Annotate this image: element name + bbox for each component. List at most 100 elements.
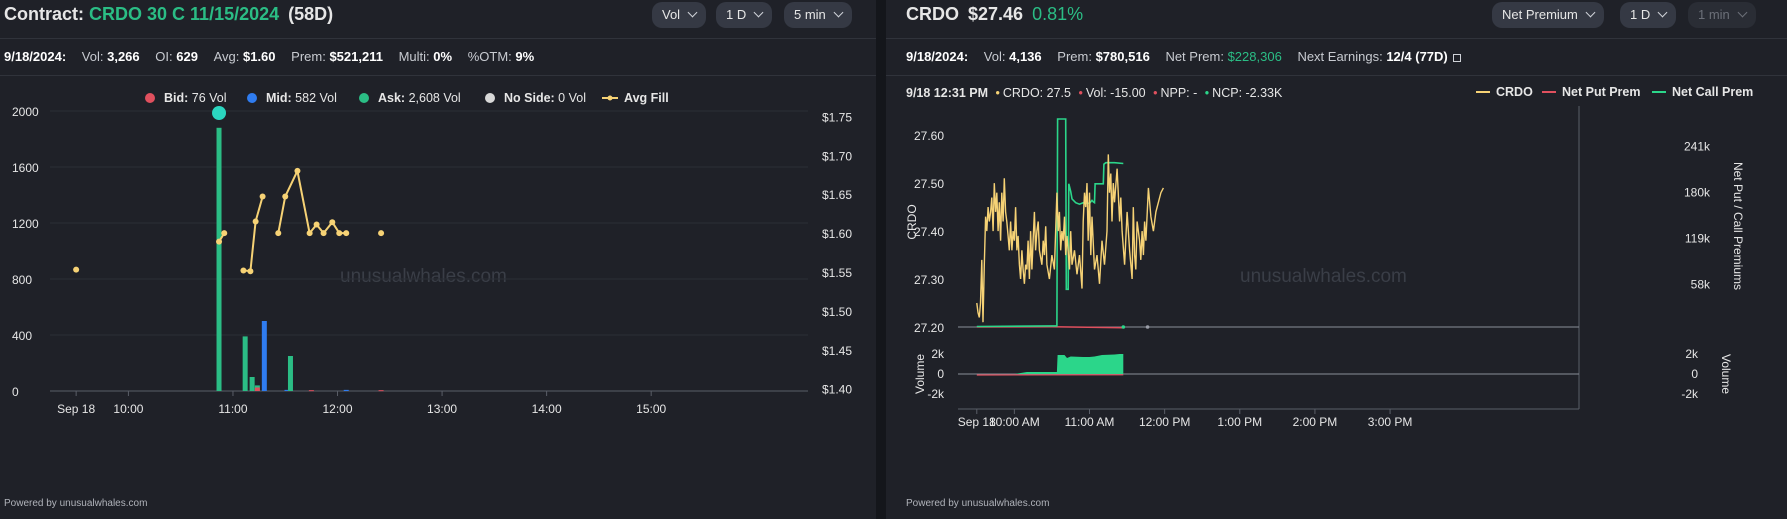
volume-tick-label: 0 [937, 367, 944, 381]
volume-bar-bid [378, 390, 384, 392]
x-tick-label: 3:00 PM [1368, 415, 1413, 429]
tooltip-crdo: CRDO: 27.5 [1003, 86, 1071, 100]
chevron-down-icon [753, 7, 764, 18]
range-dropdown[interactable]: 1 D [716, 2, 773, 28]
stats-date: 9/18/2024: [4, 49, 67, 64]
avg-fill-point [73, 266, 80, 273]
y2-tick-label: $1.55 [822, 266, 852, 280]
ticker-stats: 9/18/2024: Vol: 4,136 Prem: $780,516 Net… [886, 38, 1787, 76]
contract-symbol[interactable]: CRDO 30 C 11/15/2024 [89, 4, 280, 24]
volume-bar-ask [242, 336, 248, 391]
y-tick-label: 27.60 [914, 129, 944, 143]
legend-label: CRDO [1496, 85, 1533, 99]
call-volume-area [976, 354, 1124, 374]
y2-tick-label: $1.50 [822, 305, 852, 319]
chevron-down-icon [833, 7, 844, 18]
legend-marker [247, 93, 257, 103]
avg-fill-point [216, 238, 223, 245]
y2-tick-label: $1.65 [822, 188, 852, 202]
net-prem-end-marker [1121, 325, 1126, 329]
avg-fill-point [336, 230, 343, 237]
legend-label: Bid: 76 Vol [164, 91, 227, 105]
net-premium-dropdown[interactable]: Net Premium [1492, 2, 1604, 28]
volume-bar-ask [216, 127, 222, 392]
contract-volume-chart[interactable]: unusualwhales.com Bid: 76 Vol Mid: 582 Vo… [0, 76, 876, 495]
y2-tick-label: 119k [1685, 231, 1711, 245]
legend-label: Net Put Prem [1562, 85, 1641, 99]
ticker-symbol[interactable]: CRDO [906, 4, 959, 24]
net-call-line [976, 118, 1124, 328]
volume-axis-label-right: Volume [1719, 354, 1733, 394]
ticker-panel: CRDO $27.46 0.81% Net Premium 1 D 1 min … [886, 0, 1787, 519]
y2-tick-label: $1.75 [822, 110, 852, 124]
avg-fill-line [277, 167, 347, 236]
svg-text:9/18 12:31 PM •CRDO: 2: 9/18 12:31 PM • CRDO: 27.5 • Vol: -15.00 •… [906, 86, 1283, 100]
volume-tick-label: -2k [927, 387, 945, 401]
powered-by-footer[interactable]: Powered by unusualwhales.com [4, 498, 148, 509]
y2-axis-label: Net Put / Call Premiums [1731, 162, 1745, 290]
tooltip-ncp: NCP: -2.33K [1212, 86, 1283, 100]
avg-fill-point [320, 230, 327, 237]
powered-by-footer[interactable]: Powered by unusualwhales.com [906, 498, 1050, 509]
chart-legend[interactable]: Bid: 76 Vol Mid: 582 Vol Ask: 2,608 Vol No … [145, 91, 669, 105]
tooltip-volume: Vol: -15.00 [1086, 86, 1146, 100]
chart-legend[interactable]: CRDO Net Put Prem Net Call Prem [1476, 85, 1753, 99]
volume-tick-label-right: -2k [1681, 387, 1699, 401]
stat-net-premium: $228,306 [1227, 49, 1282, 64]
panel-divider [876, 0, 886, 519]
watermark: unusualwhales.com [1240, 266, 1407, 287]
range-dropdown[interactable]: 1 D [1620, 2, 1677, 28]
avg-fill-point [282, 193, 289, 200]
volume-tick-label-right: 0 [1691, 367, 1698, 381]
volume-bar-bid [308, 390, 314, 392]
volume-bar-bid [254, 387, 260, 391]
y-tick-label: 2000 [12, 105, 39, 119]
y2-tick-label: $1.40 [822, 383, 852, 397]
chart-axes: Sep 18 10:00 11:00 12:00 13:00 14:00 15:00 [50, 390, 808, 416]
avg-fill-point [306, 230, 313, 237]
avg-fill-point [343, 230, 350, 237]
x-tick-label: Sep 18 [57, 402, 95, 416]
chart-grid: 2000 1600 1200 800 400 0 $1.75 $1.70 $1.65 $1.60 $… [12, 105, 852, 399]
contract-panel: Contract: CRDO 30 C 11/15/2024 (58D) Vol… [0, 0, 876, 519]
y2-tick-label: $1.70 [822, 149, 852, 163]
stat-premium: $521,211 [329, 49, 383, 64]
legend-marker [359, 93, 369, 103]
x-tick-label: 1:00 PM [1217, 415, 1262, 429]
y-tick-label: 27.40 [914, 225, 944, 239]
legend-label: Ask: 2,608 Vol [378, 91, 461, 105]
stat-next-earnings: 12/4 (77D) [1386, 49, 1448, 64]
legend-marker [145, 93, 155, 103]
avg-fill-point [252, 218, 259, 225]
interval-dropdown[interactable]: 1 min [1688, 2, 1756, 28]
contract-stats: 9/18/2024: Vol: 3,266 OI: 629 Avg: $1.60… [0, 38, 876, 76]
y-axis-label: CRDO [905, 204, 919, 239]
max-volume-marker [212, 106, 227, 120]
metric-dropdown[interactable]: Vol [652, 2, 707, 28]
y-tick-label: 400 [12, 329, 32, 343]
crosshair-marker [1145, 325, 1150, 329]
y-tick-label: 0 [12, 385, 19, 399]
price-premium-series [976, 118, 1165, 329]
x-tick-label: 15:00 [636, 402, 666, 416]
chevron-down-icon [1737, 7, 1748, 18]
y-tick-label: 800 [12, 273, 32, 287]
ticker-title: CRDO $27.46 0.81% [906, 4, 1083, 25]
y-tick-label: 27.20 [914, 321, 944, 335]
interval-dropdown[interactable]: 5 min [784, 2, 852, 28]
external-link-icon[interactable] [1452, 54, 1461, 62]
ticker-header: CRDO $27.46 0.81% Net Premium 1 D 1 min [886, 0, 1787, 38]
avg-fill-series [73, 167, 385, 275]
stat-volume: 4,136 [1009, 49, 1042, 64]
volume-bar-mid [343, 389, 349, 391]
avg-fill-point [221, 230, 228, 237]
avg-fill-point [313, 221, 320, 228]
y2-tick-label: 180k [1684, 185, 1711, 199]
net-premium-chart[interactable]: unusualwhales.com 9/18 12:31 PM • CRDO: 2… [886, 76, 1787, 495]
legend-label: Avg Fill [624, 91, 669, 105]
chevron-down-icon [687, 7, 698, 18]
avg-fill-point [247, 268, 254, 275]
contract-header: Contract: CRDO 30 C 11/15/2024 (58D) Vol… [0, 0, 876, 38]
tooltip-npp: NPP: - [1160, 86, 1197, 100]
x-tick-label: Sep 18 [958, 415, 996, 429]
